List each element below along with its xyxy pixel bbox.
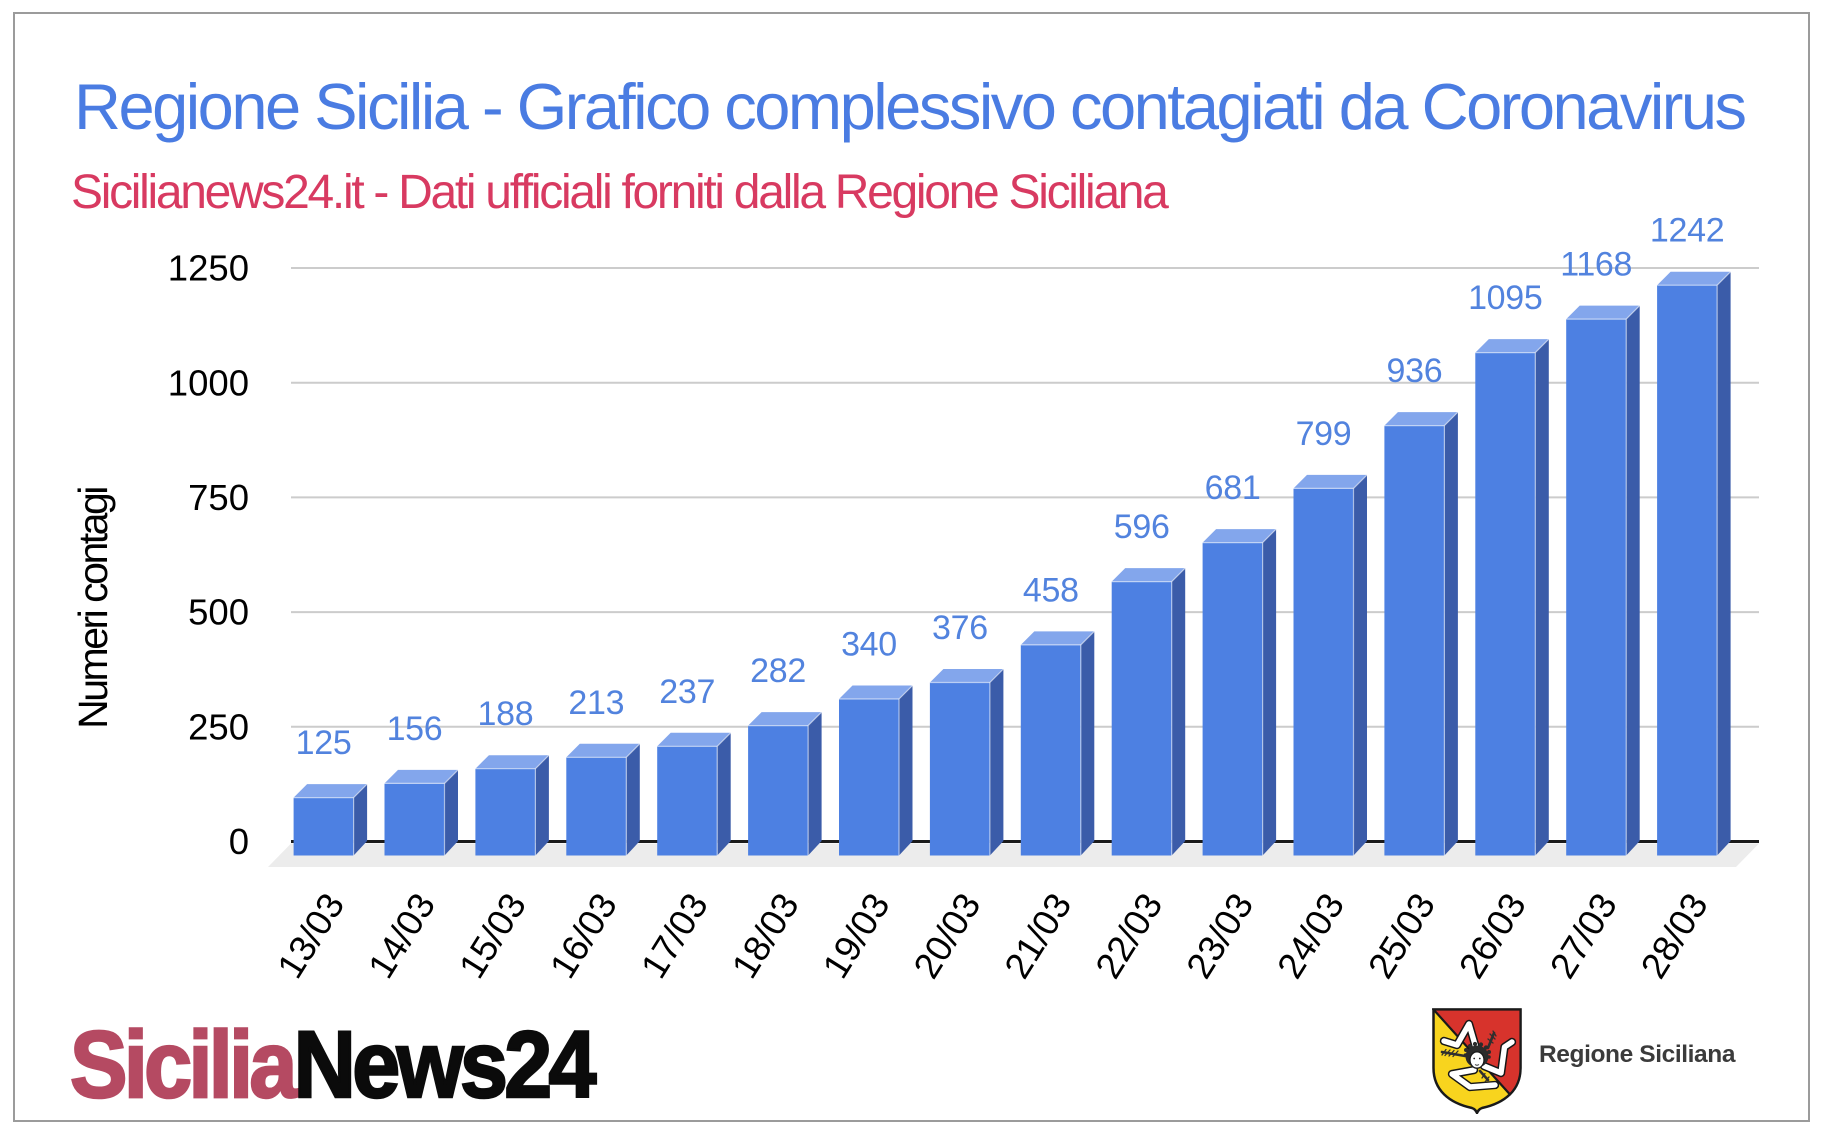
svg-text:Numeri contagi: Numeri contagi — [70, 488, 116, 729]
svg-text:188: 188 — [477, 695, 533, 733]
svg-text:340: 340 — [841, 626, 897, 664]
svg-text:25/03: 25/03 — [1360, 886, 1443, 985]
svg-text:0: 0 — [229, 821, 249, 862]
svg-text:213: 213 — [568, 684, 624, 722]
svg-text:1000: 1000 — [168, 362, 249, 403]
svg-text:22/03: 22/03 — [1087, 886, 1170, 985]
svg-text:20/03: 20/03 — [905, 886, 988, 985]
svg-text:16/03: 16/03 — [542, 886, 625, 985]
svg-text:19/03: 19/03 — [815, 886, 898, 985]
svg-text:1095: 1095 — [1468, 279, 1542, 317]
svg-text:15/03: 15/03 — [451, 886, 534, 985]
svg-text:1250: 1250 — [168, 248, 249, 289]
svg-text:18/03: 18/03 — [724, 886, 807, 985]
svg-text:936: 936 — [1386, 352, 1442, 390]
svg-text:681: 681 — [1205, 469, 1261, 507]
svg-text:250: 250 — [188, 706, 249, 747]
svg-text:156: 156 — [387, 710, 443, 748]
svg-text:26/03: 26/03 — [1451, 886, 1534, 985]
svg-text:376: 376 — [932, 609, 988, 647]
svg-text:282: 282 — [750, 652, 806, 690]
svg-text:1168: 1168 — [1560, 246, 1632, 284]
svg-text:23/03: 23/03 — [1178, 886, 1261, 985]
svg-text:596: 596 — [1114, 508, 1170, 546]
svg-text:750: 750 — [188, 477, 249, 518]
svg-text:237: 237 — [659, 673, 715, 711]
svg-text:1242: 1242 — [1650, 212, 1724, 250]
svg-text:458: 458 — [1023, 571, 1079, 609]
svg-text:28/03: 28/03 — [1633, 886, 1716, 985]
svg-text:24/03: 24/03 — [1269, 886, 1352, 985]
svg-text:125: 125 — [296, 724, 352, 762]
svg-text:17/03: 17/03 — [633, 886, 716, 985]
svg-text:21/03: 21/03 — [996, 886, 1079, 985]
svg-text:13/03: 13/03 — [269, 886, 352, 985]
svg-text:799: 799 — [1296, 415, 1352, 453]
svg-text:27/03: 27/03 — [1542, 886, 1625, 985]
svg-text:500: 500 — [188, 592, 249, 633]
svg-text:14/03: 14/03 — [360, 886, 443, 985]
